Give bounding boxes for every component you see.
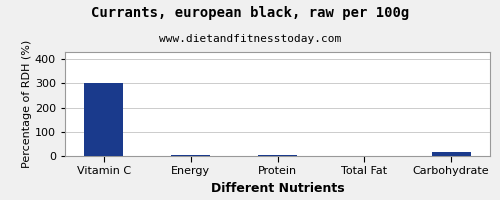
X-axis label: Different Nutrients: Different Nutrients bbox=[210, 182, 344, 195]
Text: Currants, european black, raw per 100g: Currants, european black, raw per 100g bbox=[91, 6, 409, 20]
Bar bbox=[258, 155, 297, 156]
Text: www.dietandfitnesstoday.com: www.dietandfitnesstoday.com bbox=[159, 34, 341, 44]
Y-axis label: Percentage of RDH (%): Percentage of RDH (%) bbox=[22, 40, 32, 168]
Bar bbox=[84, 83, 124, 156]
Bar bbox=[171, 155, 210, 156]
Bar bbox=[432, 152, 470, 156]
